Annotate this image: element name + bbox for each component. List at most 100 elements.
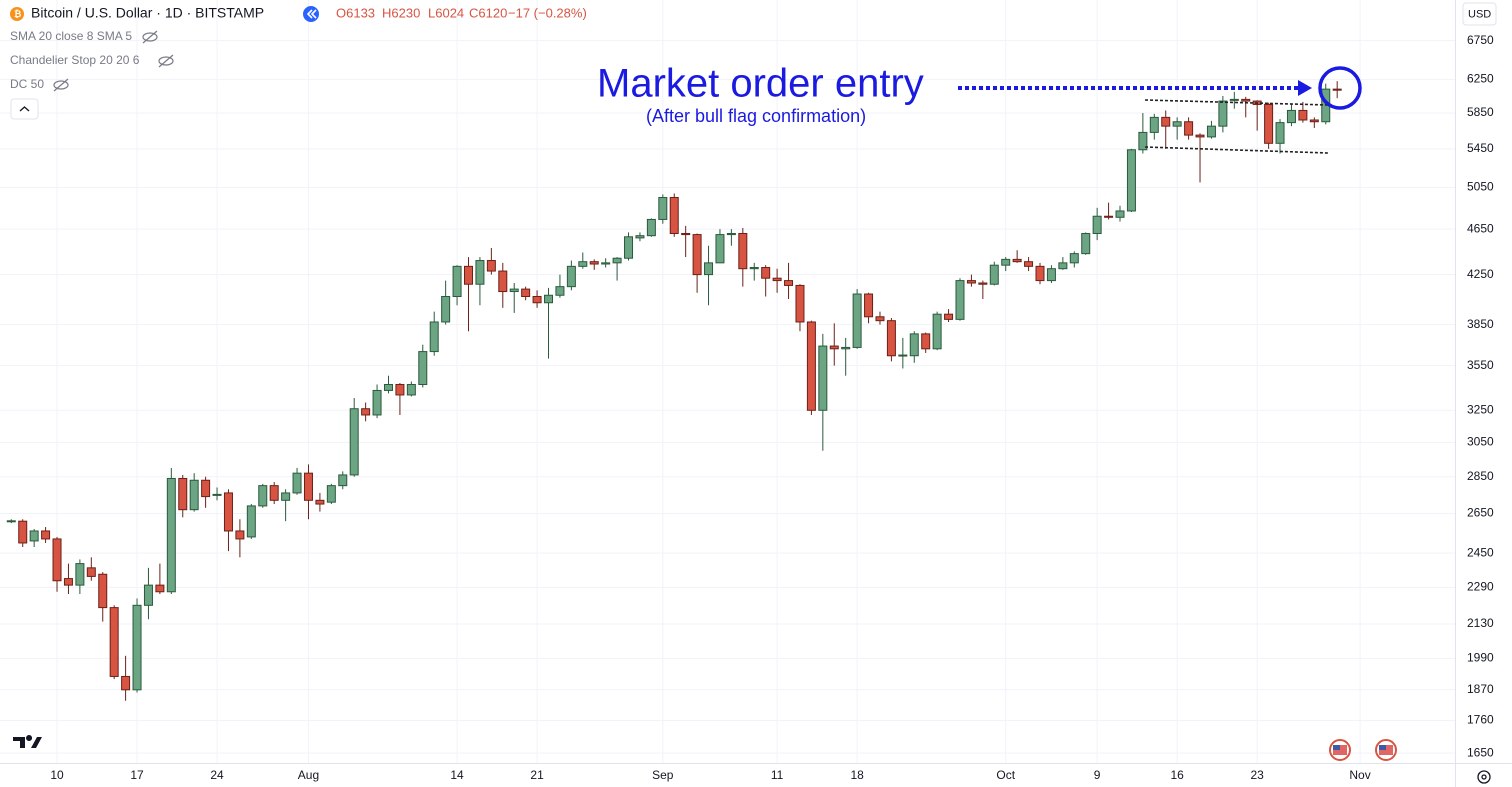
candle-body bbox=[1081, 232, 1091, 255]
flag-lower-line bbox=[1144, 146, 1329, 154]
candle-body bbox=[1069, 253, 1079, 264]
candle-body bbox=[98, 573, 108, 609]
candle-body bbox=[1218, 100, 1228, 127]
y-tick-label: 1990 bbox=[1467, 651, 1494, 665]
hidden-eye-icon[interactable] bbox=[53, 78, 69, 92]
candle-body bbox=[441, 295, 451, 323]
candle-body bbox=[715, 234, 725, 264]
candle-body bbox=[1206, 125, 1216, 138]
candle-body bbox=[1126, 149, 1136, 212]
candle-body bbox=[475, 260, 485, 285]
y-tick-label: 5050 bbox=[1467, 180, 1494, 194]
candle-body bbox=[1332, 88, 1342, 91]
x-tick-label: 11 bbox=[771, 768, 784, 782]
candle-body bbox=[875, 316, 885, 322]
entry-arrowhead bbox=[1298, 80, 1312, 96]
candle-body bbox=[212, 493, 222, 496]
candle-body bbox=[269, 485, 279, 501]
candle-body bbox=[132, 604, 142, 691]
candle-body bbox=[566, 265, 576, 288]
candle-body bbox=[921, 333, 931, 350]
candle-body bbox=[429, 321, 439, 353]
candle-body bbox=[772, 277, 782, 282]
hidden-eye-icon[interactable] bbox=[142, 30, 158, 44]
candle-body bbox=[41, 530, 51, 540]
candle-body bbox=[646, 218, 656, 237]
symbol-title: Bitcoin / U.S. Dollar · 1D · BITSTAMP bbox=[31, 5, 264, 21]
ohlc-value: C6120 bbox=[469, 5, 507, 20]
candle-body bbox=[75, 563, 85, 586]
candle-body bbox=[246, 505, 256, 538]
candle-body bbox=[166, 477, 176, 593]
collapse-button[interactable] bbox=[10, 98, 39, 120]
candle-body bbox=[223, 492, 233, 532]
y-tick-label: 3250 bbox=[1467, 402, 1494, 416]
candle-body bbox=[955, 280, 965, 320]
tv-logo bbox=[13, 735, 42, 748]
candle-body bbox=[795, 284, 805, 323]
candle-body bbox=[544, 294, 554, 304]
candle-body bbox=[829, 345, 839, 350]
candle-body bbox=[418, 351, 428, 385]
candle-body bbox=[1286, 109, 1296, 124]
candle-body bbox=[498, 270, 508, 293]
x-tick-label: 16 bbox=[1170, 768, 1184, 782]
y-tick-label: 6750 bbox=[1467, 33, 1494, 47]
grid bbox=[0, 0, 1455, 763]
candle-body bbox=[864, 293, 874, 318]
candle-body bbox=[589, 261, 599, 265]
candle-body bbox=[658, 197, 668, 220]
candle-body bbox=[578, 261, 588, 267]
candle-body bbox=[201, 479, 211, 498]
candle-body bbox=[612, 257, 622, 264]
candle-body bbox=[1035, 265, 1045, 282]
candle-body bbox=[1046, 268, 1056, 282]
candle-body bbox=[1184, 121, 1194, 136]
candle-body bbox=[1024, 261, 1034, 267]
candle-body bbox=[303, 472, 313, 501]
candle-body bbox=[555, 286, 565, 296]
flag-upper-line bbox=[1144, 99, 1329, 106]
candle-body bbox=[189, 479, 199, 511]
annotation-sub: (After bull flag confirmation) bbox=[646, 106, 866, 126]
hidden-eye-icon[interactable] bbox=[158, 54, 174, 68]
candle-body bbox=[281, 492, 291, 501]
candle-body bbox=[635, 235, 645, 239]
ohlc-value: O6133 bbox=[336, 5, 375, 20]
annotation: Market order entry bbox=[597, 62, 924, 106]
candle-body bbox=[486, 260, 496, 272]
candle-body bbox=[1195, 134, 1205, 138]
candle-body bbox=[338, 474, 348, 487]
currency-button[interactable] bbox=[1462, 2, 1497, 26]
y-tick-label: 4250 bbox=[1467, 267, 1494, 281]
candle-body bbox=[452, 265, 462, 297]
candle-body bbox=[406, 383, 416, 396]
candle-body bbox=[155, 584, 165, 593]
flag-icon bbox=[1329, 739, 1351, 761]
candle-body bbox=[395, 383, 405, 396]
candle-body bbox=[749, 267, 759, 270]
candle-body bbox=[361, 408, 371, 416]
candle-body bbox=[1149, 116, 1159, 133]
candle-body bbox=[63, 578, 73, 586]
candle-body bbox=[143, 584, 153, 606]
candle-body bbox=[601, 262, 611, 265]
candle-body bbox=[1161, 116, 1171, 127]
x-tick-label: Sep bbox=[652, 768, 674, 782]
candle-body bbox=[326, 485, 336, 503]
indicator-label[interactable]: DC 50 bbox=[10, 77, 44, 91]
y-tick-label: 3550 bbox=[1467, 358, 1494, 372]
candle-body bbox=[989, 264, 999, 285]
candle-body bbox=[1264, 103, 1274, 144]
candle-body bbox=[898, 354, 908, 357]
x-tick-label: 17 bbox=[130, 768, 144, 782]
candle-body bbox=[1309, 119, 1319, 123]
replay-icon bbox=[306, 9, 317, 19]
indicator-label[interactable]: SMA 20 close 8 SMA 5 bbox=[10, 29, 132, 43]
indicator-label[interactable]: Chandelier Stop 20 20 6 bbox=[10, 53, 140, 67]
candle-body bbox=[1058, 262, 1068, 270]
candle-body bbox=[235, 530, 245, 540]
settings-icon[interactable] bbox=[1477, 770, 1491, 784]
x-tick-label: Aug bbox=[298, 768, 319, 782]
